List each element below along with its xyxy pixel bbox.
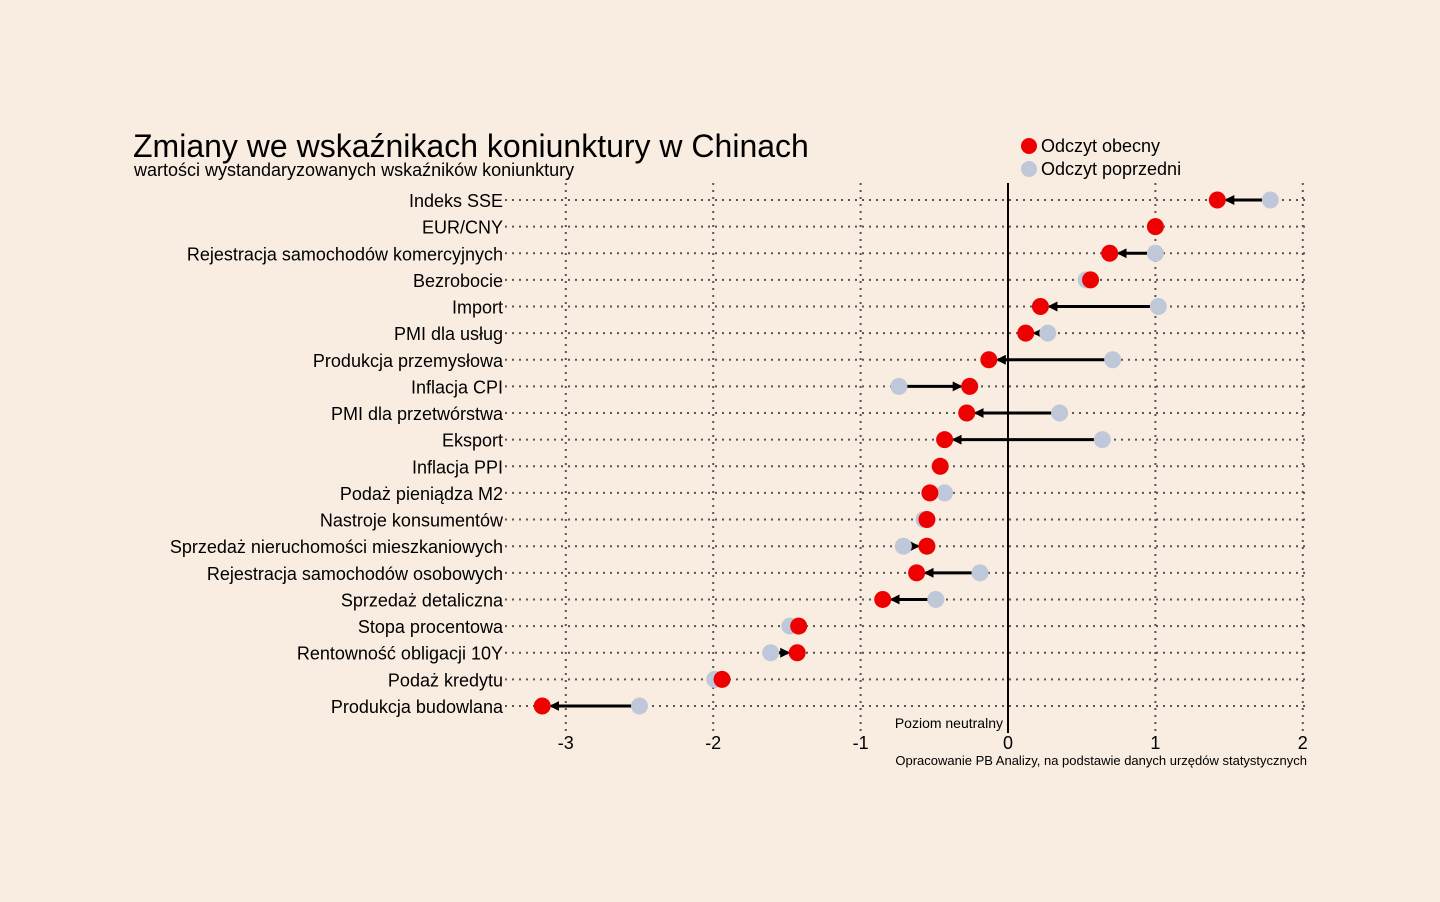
current-point — [908, 564, 926, 582]
previous-points — [631, 191, 1279, 715]
current-point — [1082, 271, 1100, 289]
x-tick-label: 1 — [1150, 733, 1160, 753]
legend: Odczyt obecny Odczyt poprzedni — [1021, 136, 1181, 179]
current-point — [936, 431, 954, 449]
category-label: Rejestracja samochodów komercyjnych — [187, 244, 503, 264]
neutral-label: Poziom neutralny — [895, 715, 1003, 731]
vertical-gridlines — [564, 183, 1304, 733]
current-point — [533, 697, 551, 715]
current-point — [931, 457, 949, 475]
current-point — [713, 670, 731, 688]
category-label: Produkcja przemysłowa — [313, 351, 504, 371]
x-tick-label: 0 — [1003, 733, 1013, 753]
current-point — [921, 484, 939, 502]
category-label: Nastroje konsumentów — [320, 511, 504, 531]
category-label: Podaż kredytu — [388, 670, 503, 690]
previous-point — [1149, 298, 1167, 316]
category-label: Import — [452, 298, 503, 318]
source-note: Opracowanie PB Analizy, na podstawie dan… — [895, 753, 1307, 768]
current-points — [533, 191, 1226, 715]
previous-point — [762, 644, 780, 662]
chart-title: Zmiany we wskaźnikach koniunktury w Chin… — [133, 128, 809, 164]
current-point — [1146, 218, 1164, 236]
current-point — [918, 511, 936, 529]
current-point — [788, 644, 806, 662]
current-point — [980, 351, 998, 369]
category-label: Bezrobocie — [413, 271, 503, 291]
category-label: PMI dla przetwórstwa — [331, 404, 504, 424]
category-label: Podaż pieniądza M2 — [340, 484, 503, 504]
previous-point — [890, 377, 908, 395]
chart-subtitle: wartości wystandaryzowanych wskaźników k… — [133, 160, 574, 180]
current-point — [874, 590, 892, 608]
previous-point — [631, 697, 648, 715]
category-label: Stopa procentowa — [358, 617, 504, 637]
current-point — [958, 404, 976, 422]
category-label: Produkcja budowlana — [331, 697, 504, 717]
x-tick-label: -3 — [558, 733, 574, 753]
previous-point — [927, 590, 945, 608]
x-tick-label: 2 — [1298, 733, 1308, 753]
previous-point — [1261, 191, 1279, 209]
category-label: Rentowność obligacji 10Y — [297, 644, 503, 664]
legend-marker-current — [1021, 138, 1037, 154]
category-label: Indeks SSE — [409, 191, 503, 211]
category-label: Sprzedaż nieruchomości mieszkaniowych — [170, 537, 503, 557]
change-arrows — [549, 195, 1271, 711]
legend-marker-previous — [1021, 161, 1037, 177]
horizontal-gridlines — [505, 199, 1306, 707]
current-point — [1031, 298, 1049, 316]
previous-point — [936, 484, 954, 502]
legend-label-current: Odczyt obecny — [1041, 136, 1160, 156]
category-label: Inflacja CPI — [411, 377, 503, 397]
x-tick-label: -2 — [705, 733, 721, 753]
category-label: Sprzedaż detaliczna — [341, 590, 504, 610]
previous-point — [1051, 404, 1069, 422]
category-label: Inflacja PPI — [412, 457, 503, 477]
category-label: PMI dla usług — [394, 324, 503, 344]
current-point — [1101, 244, 1119, 262]
current-point — [1017, 324, 1035, 342]
category-label: Eksport — [442, 431, 503, 451]
current-point — [918, 537, 936, 555]
previous-point — [894, 537, 912, 555]
previous-point — [1104, 351, 1122, 369]
x-axis-ticks: -3 -2 -1 0 1 2 — [558, 733, 1308, 753]
current-point — [1208, 191, 1226, 209]
previous-point — [1039, 324, 1057, 342]
x-tick-label: -1 — [853, 733, 869, 753]
category-label: Rejestracja samochodów osobowych — [207, 564, 503, 584]
current-point — [790, 617, 808, 635]
previous-point — [971, 564, 989, 582]
category-label: EUR/CNY — [422, 218, 503, 238]
category-labels: Indeks SSE EUR/CNY Rejestracja samochodów … — [170, 191, 504, 717]
previous-point — [1146, 244, 1164, 262]
previous-point — [1093, 431, 1111, 449]
current-point — [961, 377, 979, 395]
legend-label-previous: Odczyt poprzedni — [1041, 159, 1181, 179]
